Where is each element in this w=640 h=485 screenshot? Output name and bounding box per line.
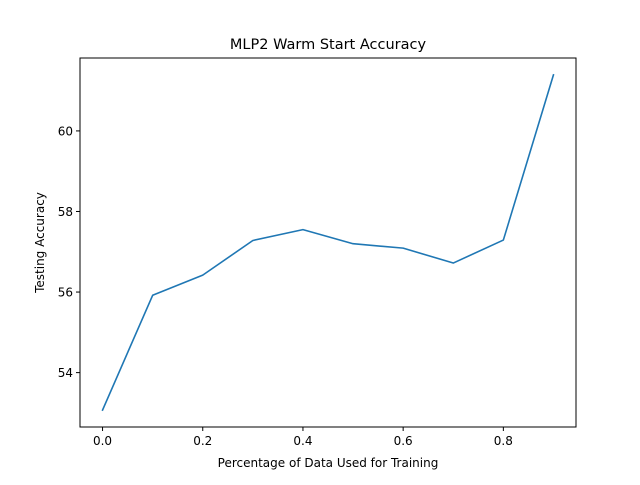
- y-axis: 54 56 58 60: [58, 124, 80, 380]
- y-tick-label: 54: [58, 366, 73, 380]
- x-tick-label: 0.4: [293, 434, 312, 448]
- y-tick-label: 60: [58, 124, 73, 138]
- y-tick-label: 58: [58, 205, 73, 219]
- x-axis: 0.0 0.2 0.4 0.6 0.8: [93, 427, 513, 448]
- x-tick-label: 0.2: [193, 434, 212, 448]
- x-tick-label: 0.8: [494, 434, 513, 448]
- plot-frame: [79, 57, 577, 428]
- y-tick-label: 56: [58, 286, 73, 300]
- chart-title: MLP2 Warm Start Accuracy: [230, 37, 427, 53]
- plot-area: [79, 57, 577, 428]
- x-tick-label: 0.0: [93, 434, 112, 448]
- series-line: [101, 73, 555, 412]
- x-tick-label: 0.6: [394, 434, 413, 448]
- y-axis-label: Testing Accuracy: [33, 192, 47, 294]
- series-layer: [101, 73, 555, 412]
- x-axis-label: Percentage of Data Used for Training: [218, 456, 439, 470]
